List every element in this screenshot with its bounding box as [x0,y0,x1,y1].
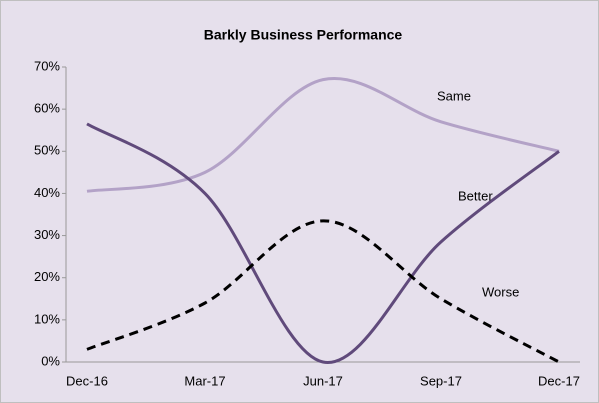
y-tick-label: 50% [34,143,60,158]
y-tick-label: 60% [34,101,60,116]
y-tick-label: 20% [34,269,60,284]
y-tick-label: 40% [34,185,60,200]
x-tick-label: Dec-16 [66,373,108,388]
series-line [86,219,560,364]
series-label: Same [437,88,471,103]
y-tick-label: 0% [41,353,60,368]
y-tick-label: 30% [34,227,60,242]
x-tick-label: Sep-17 [420,373,462,388]
series-line [86,122,560,364]
x-tick-label: Dec-17 [538,373,580,388]
series-line [86,76,560,193]
x-tick-label: Mar-17 [184,373,225,388]
x-tick-label: Jun-17 [303,373,343,388]
series-label: Worse [482,284,519,299]
y-tick-label: 70% [34,58,60,73]
series-label: Better [458,188,493,203]
chart-title: Barkly Business Performance [204,27,403,43]
y-tick-label: 10% [34,311,60,326]
